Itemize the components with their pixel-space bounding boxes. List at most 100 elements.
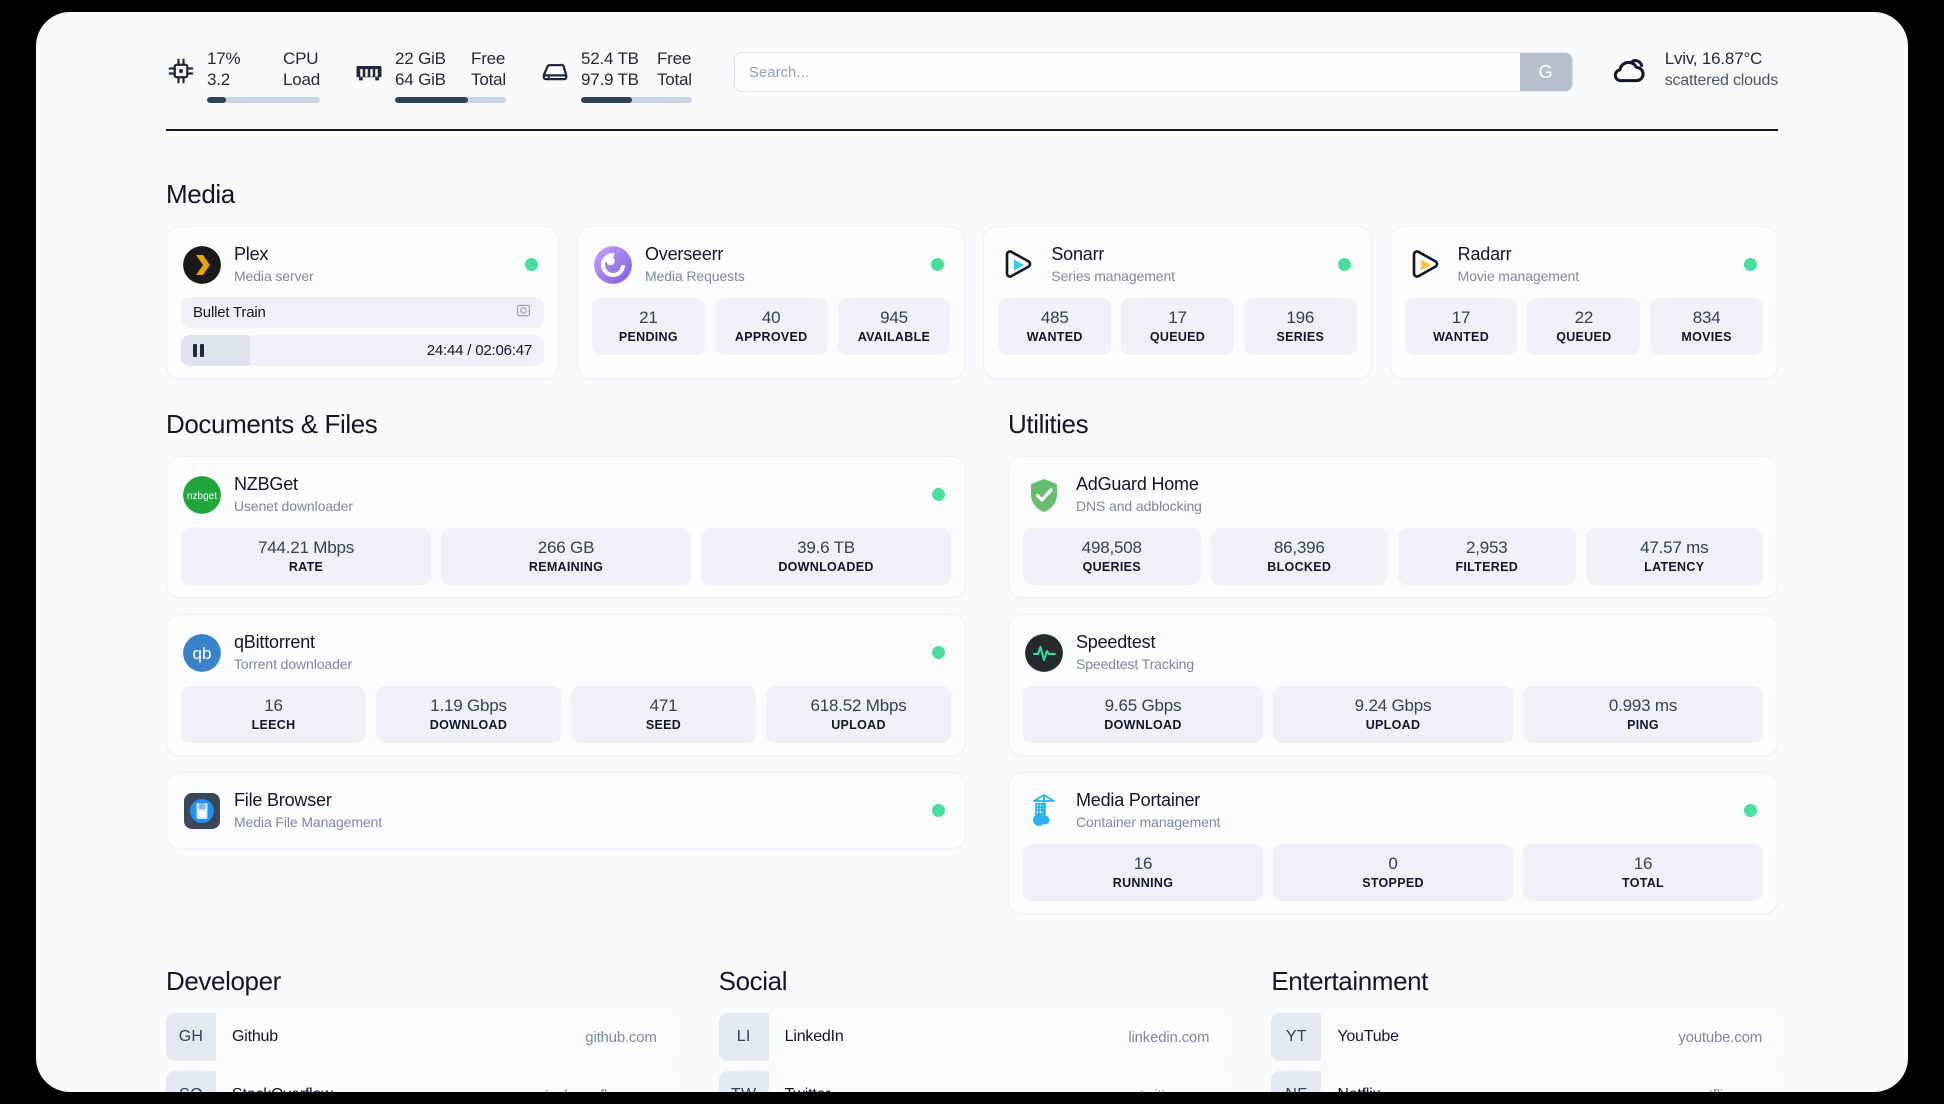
card-filebrowser[interactable]: File Browser Media File Management (166, 772, 966, 849)
plex-now-playing: Bullet Train (181, 297, 544, 328)
card-qbittorrent[interactable]: qb qBittorrent Torrent downloader 16 LEE… (166, 614, 966, 756)
metric-value: 16 (1633, 854, 1653, 873)
sonarr-status-dot (1337, 258, 1351, 271)
bookmark-stackoverflow[interactable]: SO StackOverflow stackoverflow.com (166, 1071, 673, 1092)
nzbget-status-dot (932, 488, 945, 501)
metric-adguard-filtered: 2,953 FILTERED (1398, 528, 1576, 585)
bookmark-badge: SO (166, 1071, 216, 1092)
filebrowser-icon (183, 792, 221, 830)
metric-nzbget-remaining: 266 GB REMAINING (441, 528, 691, 585)
header: 17% 3.2 CPU Load (166, 12, 1778, 103)
media-section: Media Plex Media server Bullet Train (36, 179, 1908, 379)
bookmark-github[interactable]: GH Github github.com (166, 1013, 673, 1061)
weather-condition: scattered clouds (1664, 72, 1779, 89)
nzbget-name: NZBGet (234, 474, 298, 494)
radarr-status-dot (1743, 258, 1757, 271)
metric-label: QUEUED (1556, 330, 1612, 344)
card-portainer[interactable]: Media Portainer Container management 16 … (1008, 772, 1778, 914)
metric-value: 834 (1692, 308, 1721, 327)
cpu-usage-value: 17% (207, 49, 241, 68)
qbittorrent-name: qBittorrent (234, 632, 315, 652)
bookmark-linkedin[interactable]: LI LinkedIn linkedin.com (718, 1013, 1226, 1061)
metric-adguard-queries: 498,508 QUERIES (1023, 528, 1201, 585)
overseerr-icon (594, 245, 632, 284)
portainer-subtitle: Container management (1076, 814, 1221, 830)
metric-overseerr-pending: 21 PENDING (592, 298, 705, 355)
bookmark-url: github.com (585, 1028, 657, 1046)
qbittorrent-status-dot (932, 646, 945, 659)
metric-overseerr-available: 945 AVAILABLE (837, 298, 951, 355)
bookmark-name: Netflix (1337, 1086, 1380, 1092)
bookmark-youtube[interactable]: YT YouTube youtube.com (1271, 1013, 1779, 1061)
memory-label-bottom: Total (471, 70, 506, 89)
memory-progress-bar (395, 97, 506, 103)
metric-radarr-movies: 834 MOVIES (1650, 298, 1763, 355)
cpu-load-value: 3.2 (207, 70, 231, 89)
metric-value: 618.52 Mbps (810, 696, 907, 715)
filebrowser-subtitle: Media File Management (234, 814, 383, 830)
metric-sonarr-queued: 17 QUEUED (1121, 298, 1234, 355)
sonarr-icon (1000, 246, 1038, 284)
metric-speedtest-ping: 0.993 ms PING (1523, 686, 1763, 743)
metric-adguard-blocked: 86,396 BLOCKED (1210, 528, 1388, 585)
metric-value: 39.6 TB (797, 538, 855, 557)
metric-label: LATENCY (1644, 560, 1705, 574)
weather-location-temp: Lviv, 16.87°C (1664, 49, 1763, 68)
plex-transport[interactable]: 24:44 / 02:06:47 (181, 335, 544, 366)
metric-label: UPLOAD (1365, 718, 1421, 732)
plex-time: 24:44 / 02:06:47 (426, 342, 532, 359)
adguard-subtitle: DNS and adblocking (1076, 498, 1202, 514)
search-input[interactable] (734, 53, 1520, 91)
search-area: G (733, 52, 1573, 92)
metric-value: 196 (1286, 308, 1315, 327)
metric-label: MOVIES (1681, 330, 1732, 344)
metric-label: DOWNLOAD (1104, 718, 1182, 732)
metric-overseerr-approved: 40 APPROVED (714, 298, 828, 355)
metric-value: 945 (880, 308, 908, 327)
metric-radarr-wanted: 17 WANTED (1404, 298, 1518, 355)
card-nzbget[interactable]: nzbget NZBGet Usenet downloader 744.21 M… (166, 456, 966, 598)
metric-portainer-total: 16 TOTAL (1523, 844, 1763, 901)
bookmark-badge: TW (718, 1071, 769, 1092)
pause-icon[interactable] (193, 344, 204, 357)
sonarr-subtitle: Series management (1051, 268, 1175, 284)
cast-icon[interactable] (515, 302, 532, 324)
radarr-icon (1407, 246, 1445, 284)
radarr-name: Radarr (1457, 244, 1512, 264)
nzbget-icon: nzbget (183, 475, 221, 514)
metric-value: 40 (761, 308, 781, 327)
cpu-progress-bar (207, 97, 321, 103)
card-overseerr[interactable]: Overseerr Media Requests 21 PENDING 40 A… (577, 226, 966, 379)
card-radarr[interactable]: Radarr Movie management 17 WANTED 22 QUE… (1389, 226, 1778, 379)
card-plex[interactable]: Plex Media server Bullet Train (166, 226, 559, 379)
metric-value: 0.993 ms (1608, 696, 1678, 715)
metric-value: 86,396 (1273, 538, 1325, 557)
metric-label: REMAINING (528, 560, 604, 574)
stat-disk: 52.4 TB 97.9 TB Free Total (540, 48, 692, 103)
metric-value: 744.21 Mbps (257, 538, 355, 557)
bookmark-twitter[interactable]: TW Twitter twitter.com (718, 1071, 1226, 1092)
metric-label: WANTED (1433, 330, 1490, 344)
metric-value: 16 (264, 696, 283, 715)
bookmark-name: Twitter (785, 1086, 831, 1092)
card-adguard[interactable]: AdGuard Home DNS and adblocking 498,508 … (1008, 456, 1778, 598)
metric-value: 16 (1133, 854, 1153, 873)
portainer-icon (1025, 792, 1063, 830)
disk-total-value: 97.9 TB (580, 70, 639, 89)
plex-name: Plex (234, 244, 269, 264)
search-box[interactable]: G (733, 52, 1573, 92)
metric-value: 2,953 (1465, 538, 1508, 557)
bookmark-group-entertainment: Entertainment YT YouTube youtube.com NF … (1271, 966, 1779, 1092)
metric-radarr-queued: 22 QUEUED (1527, 298, 1641, 355)
metric-label: PING (1627, 718, 1659, 732)
filebrowser-name: File Browser (234, 790, 332, 810)
card-speedtest[interactable]: Speedtest Speedtest Tracking 9.65 Gbps D… (1008, 614, 1778, 756)
disk-icon (540, 56, 570, 86)
radarr-subtitle: Movie management (1457, 268, 1580, 284)
bookmark-netflix[interactable]: NF Netflix netflix.com (1271, 1071, 1779, 1092)
card-sonarr[interactable]: Sonarr Series management 485 WANTED 17 Q… (983, 226, 1372, 379)
adguard-icon (1025, 476, 1063, 514)
search-engine-button[interactable]: G (1519, 53, 1572, 91)
metric-label: FILTERED (1455, 560, 1519, 574)
weather-widget: Lviv, 16.87°C scattered clouds (1609, 42, 1778, 92)
